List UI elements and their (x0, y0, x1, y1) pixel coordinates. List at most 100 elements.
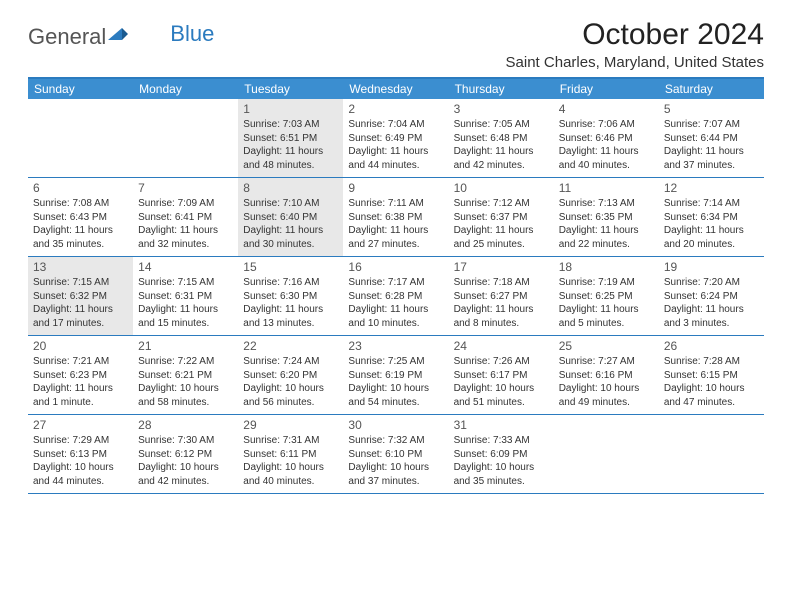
week-row: 27 Sunrise: 7:29 AMSunset: 6:13 PMDayligh… (28, 415, 764, 494)
day-details: Sunrise: 7:05 AMSunset: 6:48 PMDaylight:… (454, 118, 549, 172)
day-cell: 3 Sunrise: 7:05 AMSunset: 6:48 PMDaylight… (449, 99, 554, 177)
day-number: 7 (138, 181, 233, 195)
day-details: Sunrise: 7:16 AMSunset: 6:30 PMDaylight:… (243, 276, 338, 330)
page: General Blue October 2024 Saint Charles,… (0, 0, 792, 504)
calendar: SundayMondayTuesdayWednesdayThursdayFrid… (28, 77, 764, 494)
day-cell: 24Sunrise: 7:26 AMSunset: 6:17 PMDayligh… (449, 336, 554, 414)
day-cell: 20Sunrise: 7:21 AMSunset: 6:23 PMDayligh… (28, 336, 133, 414)
day-cell: 9 Sunrise: 7:11 AMSunset: 6:38 PMDaylight… (343, 178, 448, 256)
day-cell: 17 Sunrise: 7:18 AMSunset: 6:27 PMDayligh… (449, 257, 554, 335)
day-details: Sunrise: 7:33 AMSunset: 6:09 PMDaylight:… (454, 434, 549, 488)
day-header: Tuesday (238, 79, 343, 99)
day-details: Sunrise: 7:07 AMSunset: 6:44 PMDaylight:… (664, 118, 759, 172)
week-row: 1 Sunrise: 7:03 AMSunset: 6:51 PMDaylight… (28, 99, 764, 178)
day-cell: 31 Sunrise: 7:33 AMSunset: 6:09 PMDayligh… (449, 415, 554, 493)
location: Saint Charles, Maryland, United States (506, 54, 764, 71)
logo-text-1: General (28, 24, 106, 50)
day-cell: 14Sunrise: 7:15 AMSunset: 6:31 PMDayligh… (133, 257, 238, 335)
day-number: 31 (454, 418, 549, 432)
day-details: Sunrise: 7:22 AMSunset: 6:21 PMDaylight:… (138, 355, 233, 409)
day-details: Sunrise: 7:18 AMSunset: 6:27 PMDaylight:… (454, 276, 549, 330)
week-row: 20Sunrise: 7:21 AMSunset: 6:23 PMDayligh… (28, 336, 764, 415)
day-details: Sunrise: 7:14 AMSunset: 6:34 PMDaylight:… (664, 197, 759, 251)
day-header: Sunday (28, 79, 133, 99)
logo: General Blue (28, 18, 214, 50)
day-details: Sunrise: 7:26 AMSunset: 6:17 PMDaylight:… (454, 355, 549, 409)
day-cell: 26 Sunrise: 7:28 AMSunset: 6:15 PMDayligh… (659, 336, 764, 414)
day-cell: 6 Sunrise: 7:08 AMSunset: 6:43 PMDaylight… (28, 178, 133, 256)
day-cell (133, 99, 238, 177)
day-details: Sunrise: 7:06 AMSunset: 6:46 PMDaylight:… (559, 118, 654, 172)
day-cell: 5 Sunrise: 7:07 AMSunset: 6:44 PMDaylight… (659, 99, 764, 177)
day-number: 13 (33, 260, 128, 274)
day-details: Sunrise: 7:24 AMSunset: 6:20 PMDaylight:… (243, 355, 338, 409)
day-details: Sunrise: 7:30 AMSunset: 6:12 PMDaylight:… (138, 434, 233, 488)
day-cell: 22 Sunrise: 7:24 AMSunset: 6:20 PMDayligh… (238, 336, 343, 414)
title-block: October 2024 Saint Charles, Maryland, Un… (506, 18, 764, 75)
day-details: Sunrise: 7:29 AMSunset: 6:13 PMDaylight:… (33, 434, 128, 488)
day-number: 22 (243, 339, 338, 353)
day-cell: 23 Sunrise: 7:25 AMSunset: 6:19 PMDayligh… (343, 336, 448, 414)
day-number: 15 (243, 260, 338, 274)
day-cell: 2 Sunrise: 7:04 AMSunset: 6:49 PMDaylight… (343, 99, 448, 177)
day-details: Sunrise: 7:17 AMSunset: 6:28 PMDaylight:… (348, 276, 443, 330)
day-details: Sunrise: 7:08 AMSunset: 6:43 PMDaylight:… (33, 197, 128, 251)
day-details: Sunrise: 7:03 AMSunset: 6:51 PMDaylight:… (243, 118, 338, 172)
day-number: 27 (33, 418, 128, 432)
day-cell: 28 Sunrise: 7:30 AMSunset: 6:12 PMDayligh… (133, 415, 238, 493)
day-cell (659, 415, 764, 493)
day-number: 19 (664, 260, 759, 274)
day-details: Sunrise: 7:31 AMSunset: 6:11 PMDaylight:… (243, 434, 338, 488)
day-number: 25 (559, 339, 654, 353)
day-header: Monday (133, 79, 238, 99)
header: General Blue October 2024 Saint Charles,… (28, 18, 764, 75)
day-cell: 11Sunrise: 7:13 AMSunset: 6:35 PMDayligh… (554, 178, 659, 256)
day-number: 30 (348, 418, 443, 432)
day-number: 26 (664, 339, 759, 353)
day-details: Sunrise: 7:21 AMSunset: 6:23 PMDaylight:… (33, 355, 128, 409)
day-number: 17 (454, 260, 549, 274)
day-number: 10 (454, 181, 549, 195)
day-cell: 10 Sunrise: 7:12 AMSunset: 6:37 PMDayligh… (449, 178, 554, 256)
day-number: 28 (138, 418, 233, 432)
day-details: Sunrise: 7:04 AMSunset: 6:49 PMDaylight:… (348, 118, 443, 172)
day-details: Sunrise: 7:09 AMSunset: 6:41 PMDaylight:… (138, 197, 233, 251)
day-cell (554, 415, 659, 493)
day-details: Sunrise: 7:15 AMSunset: 6:32 PMDaylight:… (33, 276, 128, 330)
day-number: 1 (243, 102, 338, 116)
day-cell: 15 Sunrise: 7:16 AMSunset: 6:30 PMDayligh… (238, 257, 343, 335)
day-cell: 12 Sunrise: 7:14 AMSunset: 6:34 PMDayligh… (659, 178, 764, 256)
day-details: Sunrise: 7:32 AMSunset: 6:10 PMDaylight:… (348, 434, 443, 488)
day-cell: 27 Sunrise: 7:29 AMSunset: 6:13 PMDayligh… (28, 415, 133, 493)
day-details: Sunrise: 7:28 AMSunset: 6:15 PMDaylight:… (664, 355, 759, 409)
day-details: Sunrise: 7:25 AMSunset: 6:19 PMDaylight:… (348, 355, 443, 409)
weeks-container: 1 Sunrise: 7:03 AMSunset: 6:51 PMDaylight… (28, 99, 764, 494)
day-cell: 19Sunrise: 7:20 AMSunset: 6:24 PMDayligh… (659, 257, 764, 335)
day-number: 6 (33, 181, 128, 195)
day-header: Wednesday (343, 79, 448, 99)
day-details: Sunrise: 7:19 AMSunset: 6:25 PMDaylight:… (559, 276, 654, 330)
day-number: 5 (664, 102, 759, 116)
day-number: 12 (664, 181, 759, 195)
day-number: 2 (348, 102, 443, 116)
day-details: Sunrise: 7:10 AMSunset: 6:40 PMDaylight:… (243, 197, 338, 251)
day-cell: 8 Sunrise: 7:10 AMSunset: 6:40 PMDaylight… (238, 178, 343, 256)
day-cell: 4Sunrise: 7:06 AMSunset: 6:46 PMDaylight… (554, 99, 659, 177)
day-number: 8 (243, 181, 338, 195)
day-number: 16 (348, 260, 443, 274)
day-number: 29 (243, 418, 338, 432)
day-number: 9 (348, 181, 443, 195)
week-row: 13 Sunrise: 7:15 AMSunset: 6:32 PMDayligh… (28, 257, 764, 336)
day-number: 18 (559, 260, 654, 274)
day-number: 3 (454, 102, 549, 116)
day-number: 11 (559, 181, 654, 195)
day-details: Sunrise: 7:11 AMSunset: 6:38 PMDaylight:… (348, 197, 443, 251)
day-cell: 29 Sunrise: 7:31 AMSunset: 6:11 PMDayligh… (238, 415, 343, 493)
logo-icon (108, 24, 128, 50)
day-details: Sunrise: 7:15 AMSunset: 6:31 PMDaylight:… (138, 276, 233, 330)
week-row: 6 Sunrise: 7:08 AMSunset: 6:43 PMDaylight… (28, 178, 764, 257)
day-number: 23 (348, 339, 443, 353)
day-header-row: SundayMondayTuesdayWednesdayThursdayFrid… (28, 79, 764, 99)
day-details: Sunrise: 7:12 AMSunset: 6:37 PMDaylight:… (454, 197, 549, 251)
day-cell: 16 Sunrise: 7:17 AMSunset: 6:28 PMDayligh… (343, 257, 448, 335)
